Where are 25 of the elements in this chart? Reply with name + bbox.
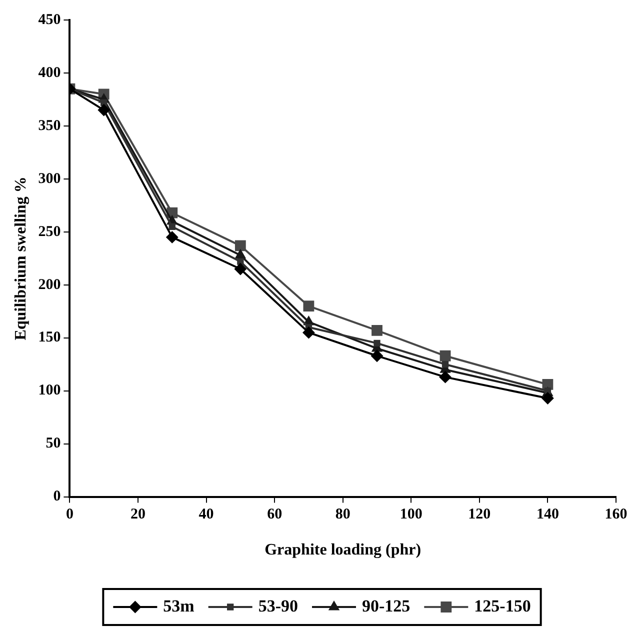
x-tick-label: 80 (335, 506, 350, 523)
x-tick-label: 120 (468, 506, 491, 523)
y-axis-title: Equilibrium swelling % (12, 176, 30, 340)
y-tick-label: 0 (53, 488, 61, 505)
x-axis-title: Graphite loading (phr) (264, 542, 422, 559)
x-tick-label: 60 (267, 506, 282, 523)
y-tick-label: 250 (38, 224, 61, 240)
legend-label: 53-90 (258, 596, 298, 616)
y-tick-label: 350 (38, 118, 61, 134)
y-tick-label: 300 (38, 170, 61, 187)
y-tick-label: 450 (38, 12, 61, 28)
legend-label: 90-125 (362, 596, 410, 616)
y-tick-label: 150 (38, 330, 61, 346)
x-tick-label: 0 (66, 506, 74, 523)
x-tick-label: 160 (604, 506, 628, 523)
x-tick-label: 20 (130, 506, 146, 523)
x-tick-label: 40 (198, 506, 214, 523)
legend-label: 125-150 (474, 596, 531, 616)
x-tick-label: 100 (400, 506, 422, 523)
x-tick-label: 140 (536, 506, 559, 523)
y-tick-label: 200 (38, 276, 61, 293)
y-tick-label: 400 (38, 64, 61, 81)
y-tick-label: 100 (38, 382, 61, 399)
y-tick-label: 50 (46, 436, 61, 452)
legend-label: 53m (163, 596, 194, 616)
